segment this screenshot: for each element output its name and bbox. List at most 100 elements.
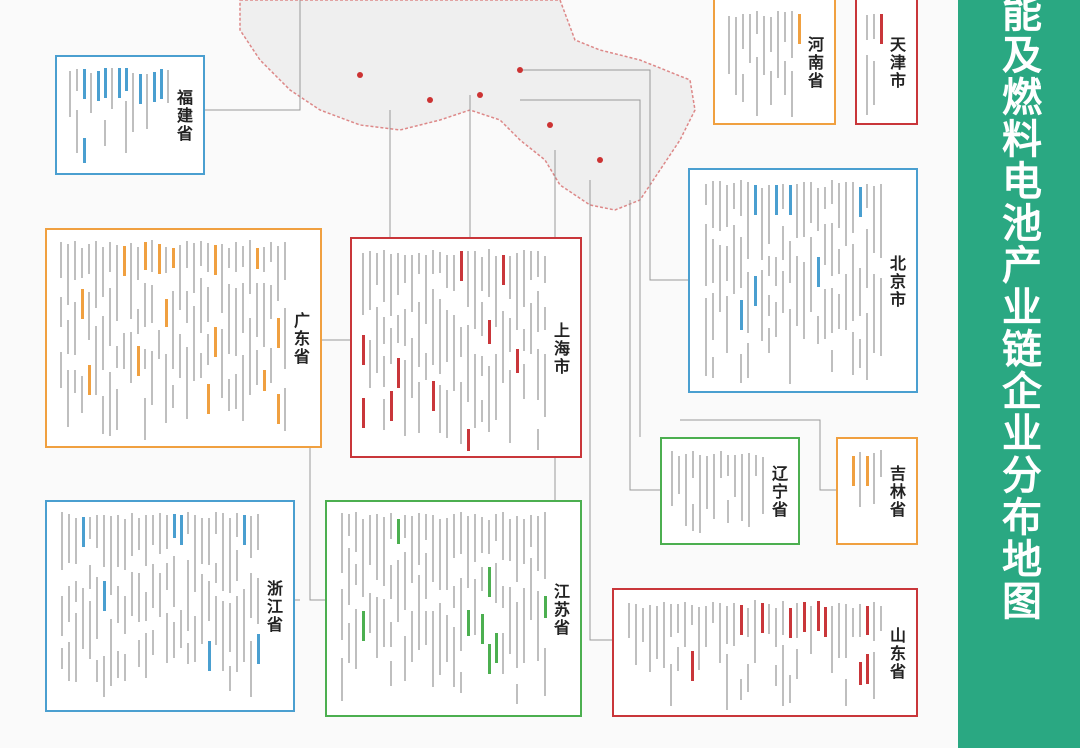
listing-text — [859, 338, 861, 369]
listing-text — [193, 243, 195, 294]
listing-text — [488, 365, 490, 433]
listing-text — [838, 182, 840, 228]
category-heading — [817, 601, 820, 632]
listing-text — [481, 517, 483, 553]
listing-text — [481, 566, 483, 592]
listing-text — [733, 603, 735, 647]
listing-text — [880, 277, 882, 356]
listing-text — [96, 576, 98, 640]
listing-text — [859, 267, 861, 316]
listing-text — [235, 241, 237, 273]
listing-text — [425, 553, 427, 600]
listing-text — [782, 225, 784, 261]
listing-text — [509, 370, 511, 443]
listing-text — [768, 184, 770, 245]
listing-text — [642, 607, 644, 642]
listing-text — [705, 184, 707, 206]
listing-text — [159, 513, 161, 555]
listing-text — [838, 603, 840, 658]
listing-text — [124, 653, 126, 681]
listing-text — [75, 581, 77, 603]
listing-text — [145, 632, 147, 679]
listing-text — [146, 73, 148, 130]
listing-text — [713, 453, 715, 519]
listing-text — [873, 185, 875, 253]
listing-text — [719, 603, 721, 664]
category-heading — [165, 299, 168, 328]
province-name: 江苏省 — [551, 582, 570, 637]
listing-text — [530, 303, 532, 355]
listing-text — [748, 453, 750, 527]
listing-text — [684, 602, 686, 648]
listing-text — [284, 308, 286, 370]
province-box: 河南省 — [713, 0, 836, 125]
listing-text — [756, 10, 758, 34]
province-name: 辽宁省 — [769, 465, 788, 519]
listing-text — [207, 243, 209, 272]
listing-text — [740, 236, 742, 289]
listing-text — [720, 450, 722, 478]
listing-text — [144, 283, 146, 328]
category-heading — [137, 345, 140, 376]
category-heading — [516, 348, 519, 373]
listing-text — [784, 61, 786, 96]
listing-text — [677, 646, 679, 671]
province-box: 上海市 — [350, 237, 582, 458]
category-heading — [362, 610, 365, 641]
listing-text — [789, 675, 791, 704]
listing-text — [453, 513, 455, 559]
listing-text — [151, 240, 153, 273]
listing-text — [509, 317, 511, 352]
category-heading — [502, 255, 505, 285]
listing-text — [376, 253, 378, 286]
listing-text — [383, 356, 385, 388]
listing-text — [432, 249, 434, 274]
listing-text — [89, 600, 91, 659]
listing-text — [516, 516, 518, 582]
category-heading — [214, 245, 217, 276]
listing-text — [208, 517, 210, 565]
listing-text — [180, 609, 182, 649]
category-heading — [125, 68, 128, 91]
category-heading — [488, 643, 491, 674]
listing-text — [719, 180, 721, 231]
listing-text — [649, 605, 651, 672]
listing-text — [537, 250, 539, 277]
listing-text — [712, 293, 714, 341]
category-heading — [488, 319, 491, 345]
listing-text — [691, 604, 693, 625]
listing-text — [404, 359, 406, 436]
listing-text — [166, 612, 168, 663]
listing-text — [187, 643, 189, 665]
listing-text — [474, 250, 476, 330]
province-box: 辽宁省 — [660, 437, 800, 545]
listing-text — [221, 329, 223, 398]
listing-text — [782, 601, 784, 635]
listing-text — [523, 249, 525, 308]
listing-text — [712, 180, 714, 229]
listing-text — [755, 455, 757, 477]
category-heading — [544, 595, 547, 619]
listing-text — [481, 355, 483, 377]
category-heading — [859, 661, 862, 686]
province-name: 北京市 — [887, 254, 906, 309]
listing-text — [516, 252, 518, 331]
listing-text — [670, 663, 672, 707]
category-heading — [397, 518, 400, 544]
listing-text — [355, 564, 357, 586]
listing-text — [803, 182, 805, 238]
listing-text — [831, 606, 833, 673]
listing-text — [460, 326, 462, 357]
map-dots — [357, 67, 603, 163]
listing-text — [439, 385, 441, 433]
listing-text — [530, 515, 532, 547]
listing-text — [796, 256, 798, 326]
listing-text — [749, 13, 751, 64]
listing-text — [439, 299, 441, 374]
listing-text — [109, 371, 111, 436]
listing-text — [523, 588, 525, 663]
listing-text — [509, 255, 511, 299]
category-heading — [83, 138, 86, 164]
listing-text — [348, 548, 350, 605]
listing-text — [747, 607, 749, 638]
